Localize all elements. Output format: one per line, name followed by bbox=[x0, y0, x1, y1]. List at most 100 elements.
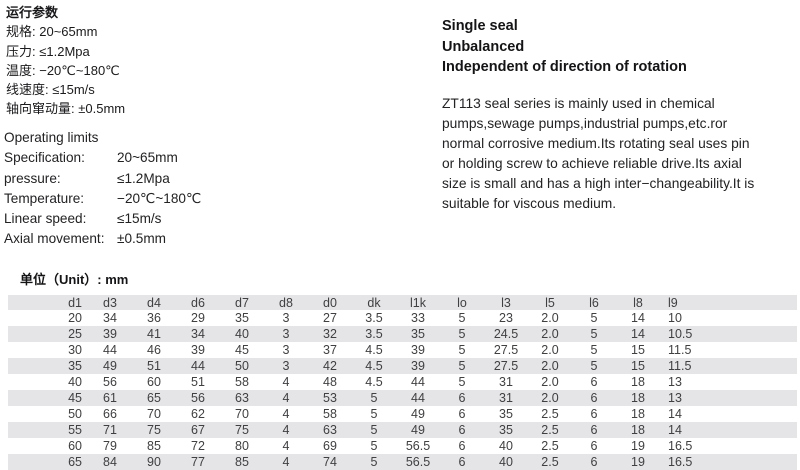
table-cell: 19 bbox=[631, 455, 645, 469]
table-cell: 3 bbox=[282, 343, 290, 357]
table-cell: 2.0 bbox=[541, 327, 559, 341]
product-description: ZT113 seal series is mainly used in chem… bbox=[442, 95, 755, 211]
cn-param-row: 规格: 20~65mm bbox=[6, 22, 125, 41]
table-cell: 42 bbox=[323, 359, 337, 373]
table-row: 30 44 46 39 45 3 37 4.5 39 5 27.5 2.0 5 15 11.5 bbox=[8, 342, 797, 358]
table-cell: 23 bbox=[499, 311, 513, 325]
table-cell: 5 bbox=[590, 311, 598, 325]
table-cell: 18 bbox=[631, 391, 645, 405]
table-cell: 70 bbox=[147, 407, 161, 421]
table-cell: 18 bbox=[631, 407, 645, 421]
table-cell: 71 bbox=[103, 423, 117, 437]
table-cell: 27.5 bbox=[493, 359, 519, 373]
table-cell: 4 bbox=[282, 455, 290, 469]
cn-param-row: 温度: −20℃~180℃ bbox=[6, 61, 125, 80]
table-cell: 40 bbox=[68, 375, 82, 389]
table-cell: 4 bbox=[282, 423, 290, 437]
en-param-row: pressure: ≤1.2Mpa bbox=[4, 169, 201, 189]
table-cell: 5 bbox=[370, 455, 378, 469]
cn-param-value: ≤1.2Mpa bbox=[39, 43, 90, 59]
table-cell: 19 bbox=[631, 439, 645, 453]
table-cell: 70 bbox=[235, 407, 249, 421]
table-cell: 5 bbox=[370, 407, 378, 421]
table-cell: 44 bbox=[191, 359, 205, 373]
table-cell: 65 bbox=[68, 455, 82, 469]
table-cell: 4 bbox=[282, 407, 290, 421]
table-cell: 40 bbox=[499, 455, 513, 469]
table-cell: 5 bbox=[590, 359, 598, 373]
cn-param-value: 20~65mm bbox=[39, 24, 98, 40]
table-cell: 60 bbox=[68, 439, 82, 453]
table-cell: 74 bbox=[323, 455, 337, 469]
table-cell: 2.0 bbox=[541, 311, 559, 325]
spec-table-header-row: d1 d3 d4 d6 d7 d8 d0 dk l1k lo l3 l5 l6 l8 l9 bbox=[8, 295, 797, 310]
table-row: 55 71 75 67 75 4 63 5 49 6 35 2.5 6 18 14 bbox=[8, 422, 797, 438]
table-row: 35 49 51 44 50 3 42 4.5 39 5 27.5 2.0 5 15 11.5 bbox=[8, 358, 797, 374]
table-cell: 14 bbox=[631, 327, 645, 341]
table-cell: 16.5 bbox=[668, 455, 693, 469]
table-cell: 77 bbox=[191, 455, 205, 469]
spec-table-wrap: d1 d3 d4 d6 d7 d8 d0 dk l1k lo l3 l5 l6 l8 l9 20 34 36 29… bbox=[8, 295, 797, 470]
table-cell: 56 bbox=[103, 375, 117, 389]
table-cell: 67 bbox=[191, 423, 205, 437]
table-cell: 72 bbox=[191, 439, 205, 453]
table-cell: 3.5 bbox=[365, 311, 383, 325]
table-cell: 6 bbox=[590, 439, 598, 453]
table-cell: 6 bbox=[590, 375, 598, 389]
cn-param-row: 压力: ≤1.2Mpa bbox=[6, 42, 125, 61]
table-cell: 48 bbox=[323, 375, 337, 389]
cn-param-value: ±0.5mm bbox=[78, 101, 126, 117]
en-param-value: −20℃~180℃ bbox=[117, 190, 202, 206]
en-param-row: Axial movement: ±0.5mm bbox=[4, 229, 201, 249]
table-cell: 5 bbox=[370, 391, 378, 405]
table-cell: 37 bbox=[323, 343, 337, 357]
table-cell: 31 bbox=[499, 375, 513, 389]
spec-table-header-cell: dk bbox=[367, 295, 381, 310]
table-cell: 34 bbox=[103, 311, 117, 325]
table-cell: 5 bbox=[590, 343, 598, 357]
table-cell: 5 bbox=[458, 327, 466, 341]
table-row: 20 34 36 29 35 3 27 3.5 33 5 23 2.0 5 14 10 bbox=[8, 310, 797, 326]
cn-param-value: ≤15m/s bbox=[52, 82, 95, 98]
cn-operating-params: 运行参数 规格: 20~65mm 压力: ≤1.2Mpa 温度: −20℃~18… bbox=[6, 3, 125, 119]
table-cell: 35 bbox=[235, 311, 249, 325]
table-cell: 14 bbox=[631, 311, 645, 325]
spec-table-header-cell: d7 bbox=[235, 295, 249, 310]
table-row: 45 61 65 56 63 4 53 5 44 6 31 2.0 6 18 13 bbox=[8, 390, 797, 406]
table-cell: 2.0 bbox=[541, 343, 559, 357]
table-cell: 2.5 bbox=[541, 407, 559, 421]
cn-params-list: 规格: 20~65mm 压力: ≤1.2Mpa 温度: −20℃~180℃ 线速… bbox=[6, 22, 125, 118]
cn-param-label: 轴向窜动量: bbox=[6, 101, 79, 117]
table-cell: 36 bbox=[147, 311, 161, 325]
table-cell: 3 bbox=[282, 311, 290, 325]
table-cell: 2.5 bbox=[541, 455, 559, 469]
spec-table-header-cell: d0 bbox=[323, 295, 337, 310]
table-row: 25 39 41 34 40 3 32 3.5 35 5 24.5 2.0 5 14 10.5 bbox=[8, 326, 797, 342]
table-cell: 45 bbox=[235, 343, 249, 357]
table-cell: 45 bbox=[68, 391, 82, 405]
spec-table-header-cell: l5 bbox=[545, 295, 555, 310]
table-cell: 49 bbox=[411, 407, 425, 421]
table-cell: 5 bbox=[458, 343, 466, 357]
seal-feature-block: Single seal Unbalanced Independent of di… bbox=[442, 16, 762, 214]
table-cell: 10.5 bbox=[668, 327, 693, 341]
unit-label: 单位（Unit）: mm bbox=[20, 272, 129, 287]
en-param-value: ≤15m/s bbox=[117, 211, 162, 227]
table-cell: 51 bbox=[147, 359, 161, 373]
table-cell: 35 bbox=[411, 327, 425, 341]
cn-param-row: 线速度: ≤15m/s bbox=[6, 80, 125, 99]
table-cell: 4 bbox=[282, 439, 290, 453]
table-cell: 25 bbox=[68, 327, 82, 341]
table-cell: 75 bbox=[147, 423, 161, 437]
table-cell: 5 bbox=[458, 375, 466, 389]
cn-param-label: 温度: bbox=[6, 62, 40, 78]
table-cell: 6 bbox=[590, 391, 598, 405]
table-cell: 34 bbox=[191, 327, 205, 341]
table-row: 60 79 85 72 80 4 69 5 56.5 6 40 2.5 6 19 16.5 bbox=[8, 438, 797, 454]
table-cell: 15 bbox=[631, 359, 645, 373]
table-cell: 33 bbox=[411, 311, 425, 325]
table-cell: 60 bbox=[147, 375, 161, 389]
en-operating-limits: Operating limits Specification: 20~65mm p… bbox=[4, 128, 201, 250]
table-cell: 6 bbox=[590, 407, 598, 421]
